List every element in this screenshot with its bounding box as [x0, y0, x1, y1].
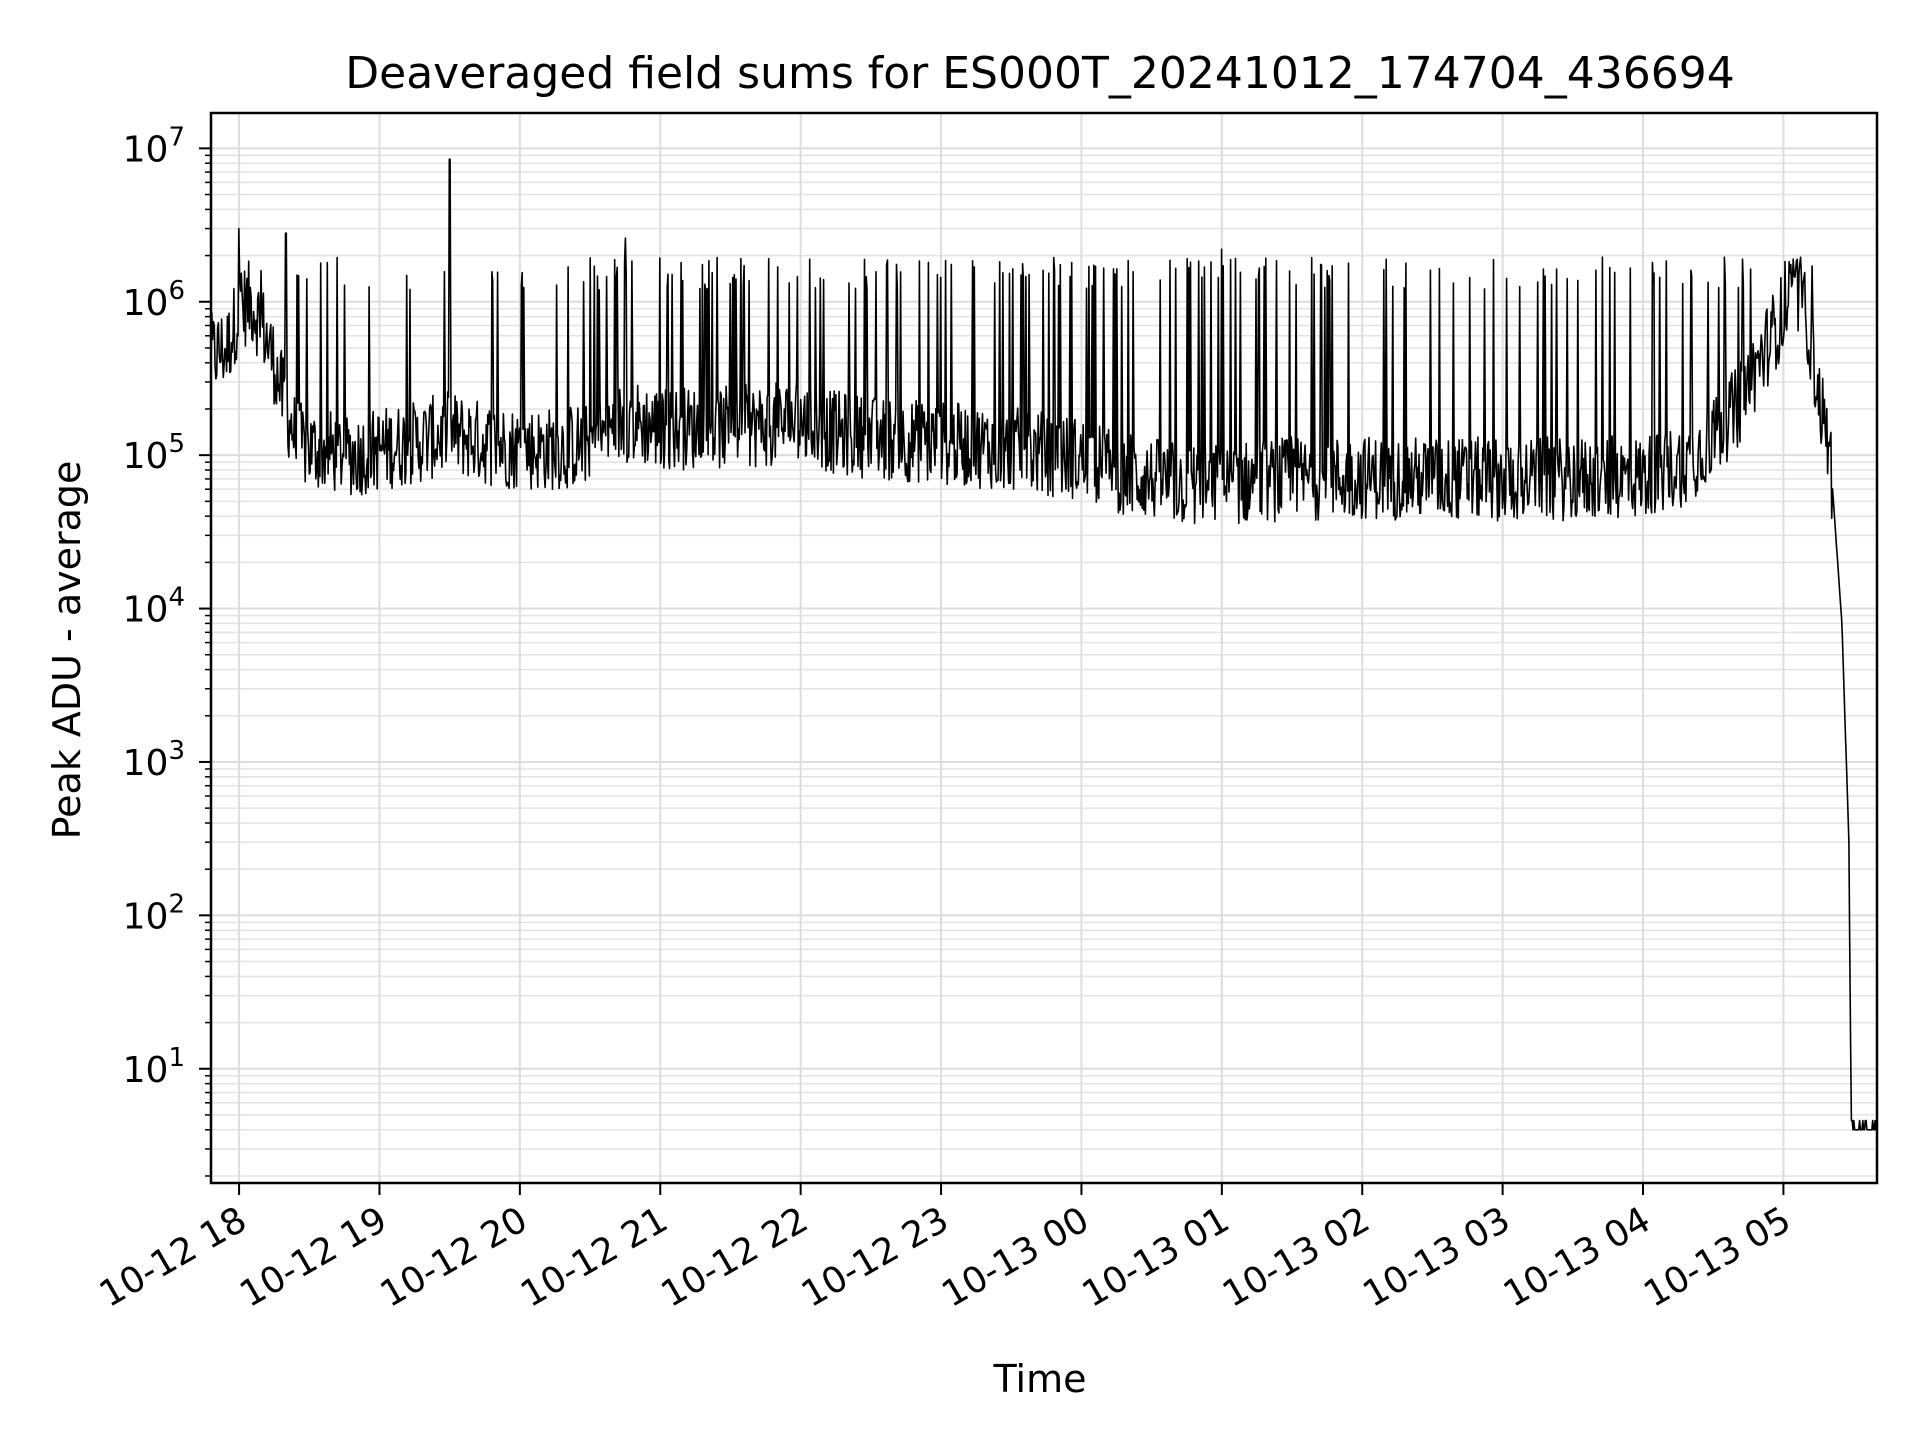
y-tick-label: 107	[123, 122, 185, 170]
y-tick-label: 104	[123, 583, 185, 631]
y-tick-label: 106	[123, 276, 185, 324]
series-line	[210, 158, 1878, 1131]
y-tick-base: 10	[123, 743, 169, 784]
data-layer	[210, 158, 1878, 1131]
y-tick-base: 10	[123, 896, 169, 937]
y-tick-base: 10	[123, 1050, 169, 1091]
y-tick-label: 103	[123, 736, 185, 784]
y-tick-exponent: 7	[168, 122, 185, 152]
y-tick-base: 10	[123, 283, 169, 324]
plot-frame	[209, 111, 1879, 1185]
y-axis-label: Peak ADU - average	[45, 461, 89, 840]
y-tick-exponent: 4	[168, 583, 185, 613]
y-tick-label: 101	[123, 1043, 185, 1091]
y-tick-base: 10	[123, 590, 169, 631]
y-tick-label: 105	[123, 429, 185, 477]
y-tick-exponent: 6	[168, 276, 185, 306]
y-tick-exponent: 2	[168, 889, 185, 919]
y-tick-base: 10	[123, 436, 169, 477]
y-tick-base: 10	[123, 129, 169, 170]
y-tick-exponent: 5	[168, 429, 185, 459]
y-tick-label: 102	[123, 889, 185, 937]
chart-title: Deaveraged field sums for ES000T_2024101…	[345, 48, 1734, 99]
y-tick-exponent: 3	[168, 736, 185, 766]
x-axis-label: Time	[993, 1357, 1087, 1401]
y-tick-exponent: 1	[168, 1043, 185, 1073]
tick-marks	[199, 147, 1785, 1195]
